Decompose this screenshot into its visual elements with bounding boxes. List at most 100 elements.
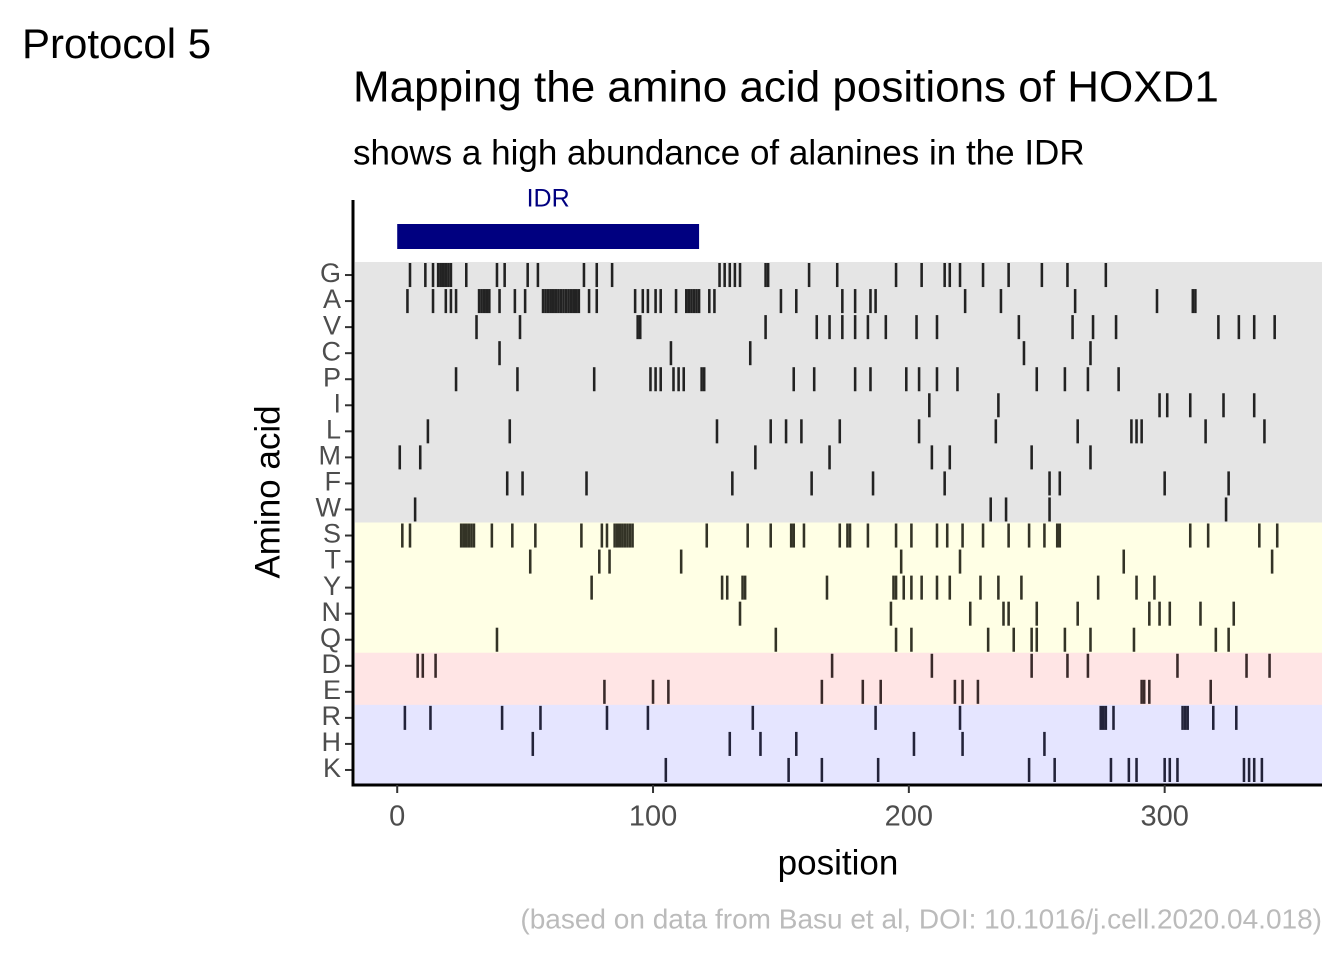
residue-mark: [1186, 705, 1189, 730]
residue-mark: [592, 367, 596, 392]
residue-mark: [917, 367, 921, 392]
residue-mark: [769, 523, 772, 548]
residue-mark: [876, 757, 880, 782]
residue-mark: [649, 367, 652, 392]
residue-mark: [853, 315, 857, 340]
residue-mark: [989, 497, 992, 522]
residue-mark: [1270, 549, 1274, 574]
residue-mark: [621, 523, 624, 548]
residue-mark: [1176, 653, 1179, 678]
residue-mark: [605, 705, 609, 730]
residue-mark: [1086, 653, 1090, 678]
residue-mark: [449, 289, 453, 314]
residue-mark: [1275, 523, 1279, 548]
chart-title: Mapping the amino acid positions of HOXD…: [353, 63, 1219, 112]
residue-mark: [551, 289, 555, 314]
residue-mark: [738, 601, 742, 626]
residue-mark: [516, 367, 519, 392]
residue-mark: [1020, 575, 1023, 600]
residue-mark: [928, 393, 931, 418]
residue-mark: [408, 263, 412, 288]
residue-mark: [1135, 757, 1138, 782]
residue-mark: [861, 679, 865, 704]
residue-mark: [1076, 419, 1079, 444]
residue-mark: [894, 523, 898, 548]
row-band: [355, 470, 1322, 497]
residue-mark: [743, 575, 747, 600]
residue-mark: [700, 367, 703, 392]
residue-mark: [1096, 575, 1100, 600]
idr-label: IDR: [527, 185, 570, 213]
residue-mark: [523, 289, 527, 314]
residue-mark: [1022, 341, 1026, 366]
residue-mark: [539, 705, 542, 730]
residue-mark: [1027, 523, 1031, 548]
residue-mark: [605, 523, 609, 548]
residue-mark: [664, 757, 668, 782]
residue-mark: [894, 263, 898, 288]
residue-mark: [490, 523, 494, 548]
residue-mark: [441, 263, 445, 288]
residue-mark: [1073, 289, 1077, 314]
residue-mark: [1058, 523, 1062, 548]
residue-mark: [1130, 419, 1133, 444]
residue-mark: [741, 575, 744, 600]
residue-mark: [953, 679, 957, 704]
y-tick-label: S: [323, 519, 341, 549]
residue-mark: [401, 523, 404, 548]
residue-mark: [728, 263, 732, 288]
residue-mark: [866, 523, 870, 548]
residue-mark: [682, 367, 686, 392]
residue-mark: [1058, 471, 1062, 496]
residue-mark: [1040, 263, 1044, 288]
residue-mark: [608, 549, 611, 574]
residue-mark: [1247, 757, 1251, 782]
residue-mark: [774, 627, 778, 652]
residue-mark: [1002, 601, 1005, 626]
row-band: [355, 366, 1322, 393]
residue-mark: [413, 497, 417, 522]
residue-mark: [465, 523, 468, 548]
residue-mark: [454, 367, 458, 392]
residue-mark: [853, 289, 857, 314]
residue-mark: [1132, 627, 1136, 652]
residue-mark: [1224, 497, 1228, 522]
residue-mark: [1140, 419, 1143, 444]
row-band: [355, 574, 1322, 602]
residue-mark: [997, 393, 1000, 418]
residue-mark: [956, 367, 959, 392]
residue-mark: [961, 731, 964, 756]
residue-mark: [1163, 757, 1166, 782]
residue-mark: [1017, 315, 1021, 340]
residue-mark: [1163, 471, 1166, 496]
residue-mark: [961, 523, 964, 548]
residue-mark: [472, 523, 476, 548]
residue-mark: [679, 549, 683, 574]
residue-mark: [1183, 705, 1187, 730]
residue-mark: [815, 315, 819, 340]
residue-mark: [1211, 705, 1215, 730]
y-tick-label: D: [322, 649, 342, 679]
residue-mark: [595, 263, 599, 288]
residue-mark: [526, 263, 529, 288]
y-tick-label: V: [323, 310, 341, 340]
residue-mark: [1076, 601, 1079, 626]
y-tick-label: T: [325, 545, 342, 575]
residue-mark: [544, 289, 547, 314]
residue-mark: [1214, 627, 1218, 652]
residue-mark: [800, 419, 803, 444]
residue-mark: [702, 367, 706, 392]
residue-mark: [654, 367, 657, 392]
residue-mark: [403, 705, 407, 730]
residue-mark: [1063, 627, 1067, 652]
residue-mark: [1091, 315, 1095, 340]
residue-mark: [894, 575, 898, 600]
protocol-tag: Protocol 5: [22, 20, 211, 67]
residue-mark: [764, 263, 767, 288]
residue-mark: [1089, 627, 1092, 652]
residue-mark: [713, 289, 716, 314]
residue-mark: [590, 575, 593, 600]
x-tick-label: 0: [389, 801, 405, 833]
residue-mark: [536, 263, 540, 288]
row-band: [355, 626, 1322, 654]
